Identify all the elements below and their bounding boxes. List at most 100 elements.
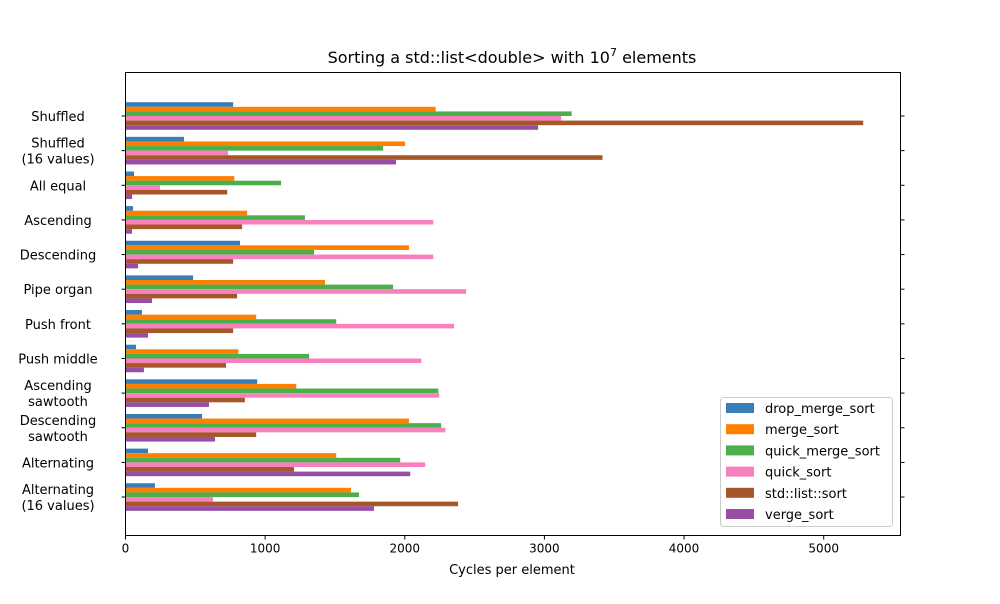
bar-quick-sort-0 (125, 116, 562, 121)
bar-std-list-sort-3 (125, 224, 243, 230)
bar-drop-merge-sort-9 (125, 413, 203, 419)
bar-quick-sort-8 (125, 393, 440, 398)
bar-merge-sort-5 (125, 280, 326, 285)
bar-verge-sort-0 (125, 125, 539, 130)
y-tick-label: Alternating (16 values) (21, 483, 94, 514)
bar-merge-sort-7 (125, 349, 239, 354)
bar-drop-merge-sort-0 (125, 102, 234, 107)
legend-swatch (726, 509, 754, 519)
bar-drop-merge-sort-2 (125, 171, 135, 177)
bar-quick-sort-5 (125, 289, 467, 294)
y-tick-label: Ascending (24, 214, 91, 229)
bar-drop-merge-sort-5 (125, 275, 194, 280)
bar-merge-sort-3 (125, 210, 248, 216)
legend: drop_merge_sort merge_sort quick_merge_sor… (720, 397, 893, 527)
bar-quick-sort-2 (125, 185, 160, 190)
y-tick-label: Descending sawtooth (20, 414, 97, 445)
bar-std-list-sort-7 (125, 363, 227, 368)
bar-drop-merge-sort-3 (125, 206, 134, 211)
bar-quick-merge-sort-3 (125, 215, 305, 220)
bar-quick-merge-sort-6 (125, 319, 337, 324)
y-tick-label: Shuffled (31, 110, 85, 125)
bars-layer (125, 102, 864, 511)
bar-quick-sort-9 (125, 427, 446, 433)
legend-swatch (726, 424, 754, 435)
bar-verge-sort-1 (125, 159, 396, 165)
x-tick-label: 3000 (529, 542, 560, 556)
bar-std-list-sort-2 (125, 189, 228, 195)
bar-verge-sort-4 (125, 263, 139, 269)
legend-box (720, 397, 893, 527)
legend-swatch (726, 487, 754, 498)
bar-verge-sort-7 (125, 367, 144, 373)
bar-quick-sort-11 (125, 497, 214, 502)
legend-label: merge_sort (765, 423, 839, 438)
legend-swatch (726, 445, 754, 456)
bar-quick-merge-sort-10 (125, 457, 401, 463)
legend-label: verge_sort (765, 508, 834, 523)
x-tick-label: 1000 (250, 542, 281, 556)
title-exponent: 7 (610, 46, 617, 59)
y-tick-label: Pipe organ (23, 283, 92, 298)
bar-verge-sort-6 (125, 333, 148, 338)
bar-quick-merge-sort-4 (125, 249, 315, 255)
x-tick-label: 4000 (669, 542, 700, 556)
x-tick-label: 2000 (390, 542, 421, 556)
bar-std-list-sort-10 (125, 467, 295, 472)
bar-quick-sort-1 (125, 150, 229, 156)
y-tick-label: All equal (30, 179, 86, 194)
bar-quick-sort-4 (125, 254, 434, 260)
bar-quick-merge-sort-1 (125, 146, 384, 151)
bar-merge-sort-10 (125, 453, 337, 458)
y-tick-label: Push middle (18, 352, 97, 367)
y-axis: Shuffled Shuffled (16 values) All equal Asce… (18, 110, 905, 514)
x-axis-label: Cycles per element (449, 563, 575, 578)
bar-std-list-sort-1 (125, 155, 603, 160)
bar-drop-merge-sort-10 (125, 448, 148, 454)
bar-verge-sort-9 (125, 436, 216, 442)
bar-std-list-sort-4 (125, 259, 234, 264)
legend-label: quick_merge_sort (765, 444, 880, 459)
bar-merge-sort-1 (125, 141, 406, 147)
bar-quick-merge-sort-7 (125, 353, 310, 359)
bar-quick-sort-3 (125, 219, 434, 225)
bar-verge-sort-10 (125, 471, 411, 477)
bar-std-list-sort-8 (125, 397, 245, 403)
bar-verge-sort-8 (125, 402, 210, 407)
y-tick-label: Ascending sawtooth (24, 379, 91, 410)
legend-swatch (726, 403, 754, 413)
bar-merge-sort-0 (125, 106, 436, 112)
bar-quick-sort-10 (125, 462, 426, 467)
bar-quick-sort-6 (125, 323, 455, 329)
bar-drop-merge-sort-7 (125, 344, 136, 350)
chart-title: Sorting a std::list<double> with 107 ele… (328, 46, 697, 67)
y-tick-label: Shuffled (16 values) (21, 137, 94, 168)
legend-swatch (726, 466, 754, 477)
bar-quick-merge-sort-5 (125, 284, 394, 290)
bar-quick-merge-sort-11 (125, 492, 359, 498)
bar-std-list-sort-0 (125, 120, 864, 126)
bar-verge-sort-5 (125, 298, 153, 303)
bar-drop-merge-sort-6 (125, 310, 142, 315)
bar-merge-sort-2 (125, 176, 235, 181)
bar-quick-merge-sort-0 (125, 111, 572, 116)
x-tick-label: 5000 (808, 542, 839, 556)
bar-drop-merge-sort-8 (125, 379, 258, 384)
bar-verge-sort-2 (125, 194, 133, 200)
bar-drop-merge-sort-4 (125, 240, 241, 246)
legend-label: quick_sort (765, 466, 831, 481)
legend-label: drop_merge_sort (765, 402, 875, 417)
bar-std-list-sort-6 (125, 328, 234, 334)
bar-std-list-sort-5 (125, 293, 238, 299)
bar-std-list-sort-11 (125, 501, 459, 507)
bar-quick-merge-sort-8 (125, 388, 439, 394)
x-axis: 0 1000 2000 3000 4000 5000 (122, 535, 839, 556)
bar-verge-sort-3 (125, 229, 133, 234)
bar-drop-merge-sort-1 (125, 136, 185, 142)
y-tick-label: Descending (20, 249, 97, 264)
bar-merge-sort-4 (125, 245, 409, 250)
bar-std-list-sort-9 (125, 432, 257, 437)
bar-quick-merge-sort-2 (125, 180, 282, 186)
y-tick-label: Push front (25, 318, 91, 333)
